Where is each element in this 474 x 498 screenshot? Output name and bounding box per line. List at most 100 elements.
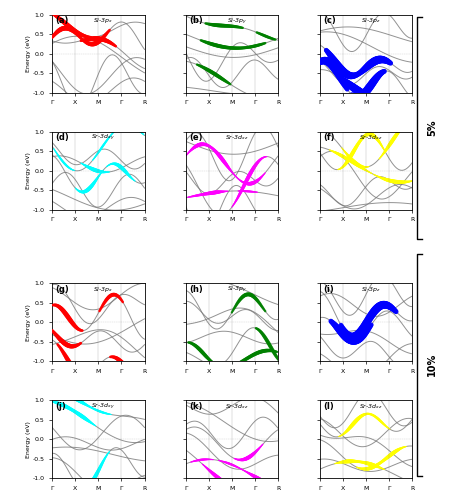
Point [384,58,392,66]
Point [63,354,71,362]
Point [59,348,67,356]
Point [74,341,82,349]
Point [238,358,246,366]
Point [76,340,84,348]
Point [254,349,261,357]
Point [206,356,213,364]
Point [234,360,242,368]
Point [80,37,88,45]
Point [273,352,280,360]
Point [232,361,239,369]
Point [271,347,278,355]
Point [197,36,205,44]
Point [116,294,123,302]
Point [118,296,125,304]
Point [76,371,84,378]
Point [259,347,267,355]
Point [342,78,349,86]
Point [327,317,335,325]
Point [253,325,261,333]
Point [358,333,366,341]
Point [382,56,389,64]
Point [107,353,115,361]
Point [116,357,123,365]
Point [342,370,349,378]
Point [105,38,113,46]
Point [365,62,372,70]
Point [104,28,112,36]
Point [52,30,59,38]
Point [101,298,109,306]
Point [349,337,356,345]
Point [124,365,131,373]
Point [96,35,103,43]
Point [374,73,381,81]
Point [343,84,350,92]
Point [261,347,268,355]
Point [86,35,93,43]
Point [252,350,260,358]
Point [218,21,226,29]
Point [102,30,109,38]
Point [204,66,211,74]
Point [205,20,212,28]
Point [377,70,384,78]
Point [80,372,88,379]
Point [360,90,367,98]
Point [268,347,275,355]
Point [55,14,62,22]
Point [219,22,227,30]
Point [84,33,91,41]
Point [64,313,72,321]
Point [69,320,77,328]
Point [348,374,356,382]
Text: Sr-3d$_{xy}$: Sr-3d$_{xy}$ [91,402,115,412]
Point [329,319,337,327]
Point [84,39,91,47]
Point [67,342,74,350]
Point [131,373,139,381]
Point [349,72,356,80]
Point [370,78,377,86]
Point [229,22,237,30]
Point [351,93,359,101]
Point [224,44,232,52]
Point [266,347,273,355]
Point [109,353,117,361]
Point [346,81,353,89]
Point [380,68,387,76]
Point [66,342,74,350]
Point [274,355,282,363]
Point [213,21,221,29]
Point [382,57,390,65]
Point [214,72,222,80]
Point [200,350,208,358]
Point [229,22,237,30]
Point [233,301,240,309]
Point [75,30,83,38]
Point [252,324,260,332]
Point [359,67,366,75]
Point [355,375,363,383]
Point [374,72,382,80]
Point [263,336,271,344]
Point [54,333,61,341]
Point [382,301,389,309]
Point [82,32,90,40]
Point [50,301,57,309]
Point [242,291,250,299]
Point [349,91,356,99]
Point [234,360,241,368]
Point [264,347,272,355]
Point [223,22,230,30]
Point [336,72,343,80]
Point [367,82,374,90]
Point [254,29,261,37]
Point [355,329,363,337]
Point [348,72,356,80]
Point [355,87,363,95]
Point [232,23,239,31]
Point [356,93,364,101]
Point [381,56,388,64]
Point [360,65,368,73]
